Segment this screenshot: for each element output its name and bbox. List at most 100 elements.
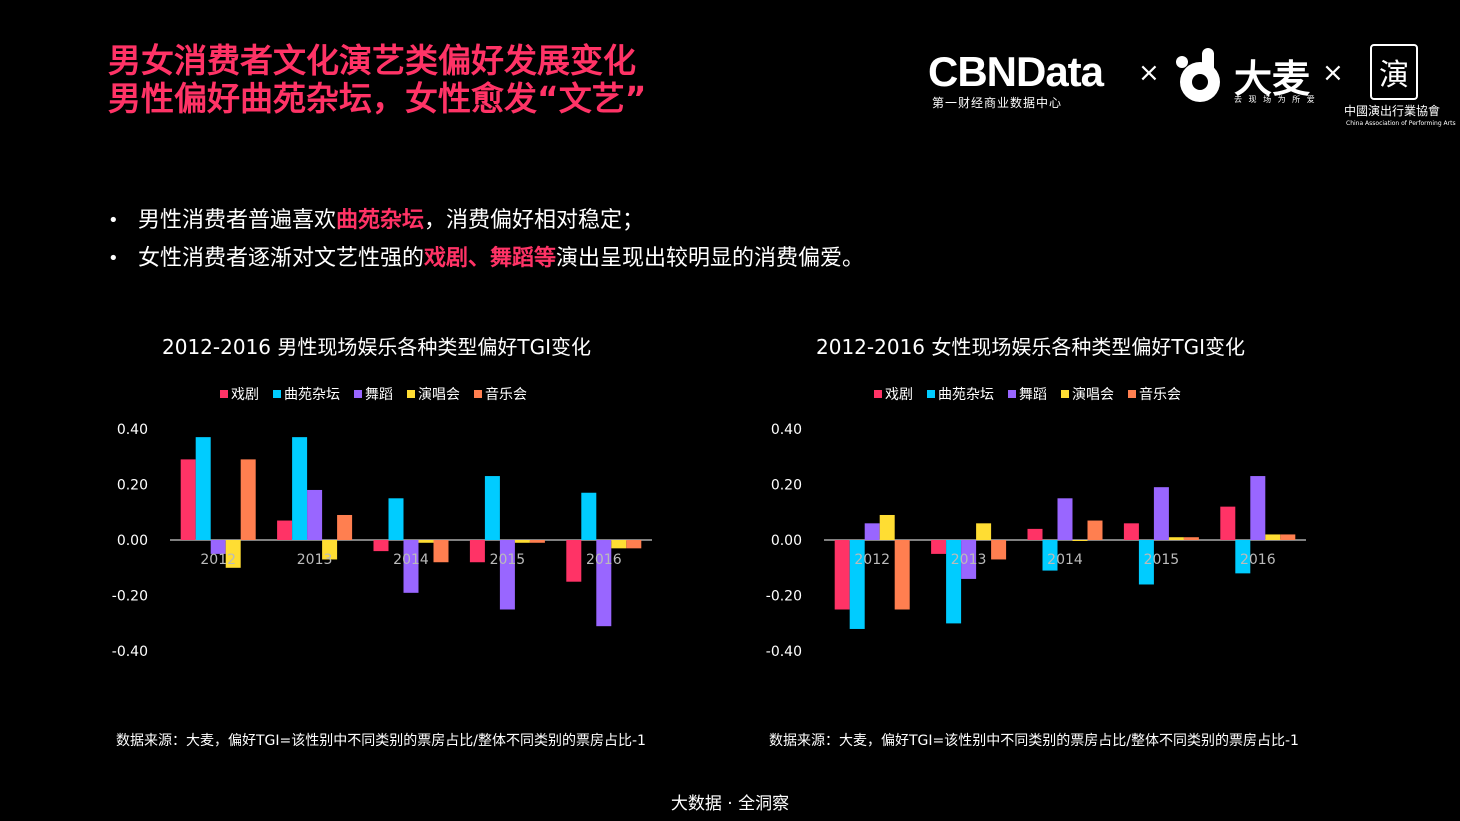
title-line-2: 男性偏好曲苑杂坛，女性愈发“文艺”: [108, 79, 647, 118]
y-tick-label: -0.40: [766, 644, 802, 660]
legend-item: 曲苑杂坛: [273, 384, 340, 404]
finding-text: 演出呈现出较明显的消费偏爱。: [556, 246, 865, 271]
female-chart-legend: 戏剧 曲苑杂坛 舞蹈 演唱会 音乐会: [874, 384, 1181, 404]
page-title: 男女消费者文化演艺类偏好发展变化 男性偏好曲苑杂坛，女性愈发“文艺”: [108, 42, 646, 118]
cbndata-logo: CBNData: [928, 48, 1104, 95]
y-tick-label: 0.20: [771, 477, 802, 493]
bar-演唱会: [1265, 534, 1281, 540]
bar-舞蹈: [499, 540, 515, 610]
legend-label: 曲苑杂坛: [938, 387, 994, 403]
female-chart-source: 数据来源：大麦，偏好TGI=该性别中不同类别的票房占比/整体不同类别的票房占比-…: [769, 733, 1299, 749]
bar-戏剧: [566, 540, 582, 582]
bar-演唱会: [418, 540, 434, 543]
legend-swatch: [874, 390, 882, 398]
bar-音乐会: [337, 514, 353, 540]
legend-swatch: [354, 390, 362, 398]
x-tick-label: 2012: [200, 552, 236, 568]
bar-曲苑杂坛: [849, 540, 865, 629]
bullet-icon: •: [108, 210, 119, 231]
male-tgi-chart: 0.40 0.20 0.00 -0.20 -0.40 2012 2013 2014 2015 20…: [112, 422, 652, 660]
legend-item: 戏剧: [874, 384, 913, 404]
bar-舞蹈: [403, 540, 419, 593]
legend-swatch: [407, 390, 415, 398]
y-tick-label: -0.20: [766, 589, 802, 605]
legend-label: 音乐会: [1139, 387, 1181, 403]
finding-highlight: 戏剧、舞蹈等: [424, 246, 557, 271]
bar-演唱会: [1168, 537, 1184, 540]
bar-曲苑杂坛: [195, 437, 211, 540]
bar-舞蹈: [596, 540, 612, 627]
legend-swatch: [1128, 390, 1136, 398]
y-tick-label: 0.40: [117, 422, 148, 438]
legend-item: 舞蹈: [354, 384, 393, 404]
female-chart-title: 2012-2016 女性现场娱乐各种类型偏好TGI变化: [816, 335, 1245, 359]
bar-曲苑杂坛: [1042, 540, 1058, 571]
y-tick-label: -0.40: [112, 644, 148, 660]
bar-演唱会: [976, 523, 992, 540]
bar-曲苑杂坛: [484, 476, 500, 540]
bar-曲苑杂坛: [581, 492, 597, 540]
bar-音乐会: [433, 540, 449, 563]
finding-item: • 男性消费者普遍喜欢 曲苑杂坛 ，消费偏好相对稳定；: [108, 202, 864, 240]
bar-舞蹈: [210, 540, 226, 554]
legend-label: 戏剧: [231, 387, 259, 403]
legend-swatch: [1061, 390, 1069, 398]
bar-曲苑杂坛: [1138, 540, 1154, 585]
legend-item: 舞蹈: [1008, 384, 1047, 404]
caa-seal-char: 演: [1379, 58, 1409, 93]
key-findings: • 男性消费者普遍喜欢 曲苑杂坛 ，消费偏好相对稳定； • 女性消费者逐渐对文艺性强…: [108, 202, 864, 278]
x-tick-label: 2014: [393, 552, 429, 568]
bar-演唱会: [225, 540, 241, 568]
bar-演唱会: [1072, 540, 1088, 541]
bar-戏剧: [1123, 523, 1139, 540]
bar-音乐会: [894, 540, 910, 610]
x-tick-label: 2014: [1047, 552, 1083, 568]
legend-swatch: [273, 390, 281, 398]
legend-label: 演唱会: [418, 387, 460, 403]
male-chart-title: 2012-2016 男性现场娱乐各种类型偏好TGI变化: [162, 335, 591, 359]
bar-曲苑杂坛: [292, 437, 308, 540]
male-chart-source: 数据来源：大麦，偏好TGI=该性别中不同类别的票房占比/整体不同类别的票房占比-…: [116, 733, 646, 749]
x-tick-label: 2015: [1144, 552, 1180, 568]
bar-舞蹈: [1153, 487, 1169, 540]
bar-舞蹈: [1250, 476, 1266, 540]
title-line-1: 男女消费者文化演艺类偏好发展变化: [108, 41, 636, 80]
damai-slogan: 去 现 场 为 所 爱: [1234, 95, 1317, 104]
bar-戏剧: [834, 540, 850, 610]
caa-english-name: China Association of Performing Arts: [1346, 120, 1456, 127]
bar-演唱会: [611, 540, 627, 549]
bar-戏剧: [1027, 528, 1043, 540]
legend-label: 舞蹈: [365, 387, 393, 403]
y-tick-label: 0.20: [117, 477, 148, 493]
bar-戏剧: [931, 540, 947, 554]
damai-logo-icon: [1176, 48, 1220, 102]
legend-label: 音乐会: [485, 387, 527, 403]
bar-戏剧: [1220, 506, 1236, 540]
legend-swatch: [220, 390, 228, 398]
legend-item: 演唱会: [407, 384, 460, 404]
y-tick-label: 0.40: [771, 422, 802, 438]
legend-label: 戏剧: [885, 387, 913, 403]
times-icon: ×: [1322, 58, 1344, 88]
x-tick-label: 2016: [586, 552, 622, 568]
x-tick-label: 2016: [1240, 552, 1276, 568]
legend-label: 舞蹈: [1019, 387, 1047, 403]
bar-曲苑杂坛: [1235, 540, 1251, 574]
damai-logo-text: 大麦: [1234, 57, 1311, 101]
bar-音乐会: [529, 540, 545, 543]
finding-text: ，消费偏好相对稳定；: [424, 208, 645, 233]
finding-item: • 女性消费者逐渐对文艺性强的 戏剧、舞蹈等 演出呈现出较明显的消费偏爱。: [108, 240, 864, 278]
bar-演唱会: [879, 514, 895, 540]
bar-音乐会: [1280, 534, 1296, 540]
finding-text: 女性消费者逐渐对文艺性强的: [138, 246, 425, 271]
y-tick-label: 0.00: [771, 533, 802, 549]
bar-戏剧: [469, 540, 485, 563]
legend-item: 音乐会: [1128, 384, 1181, 404]
legend-item: 音乐会: [474, 384, 527, 404]
bar-演唱会: [322, 540, 338, 560]
bar-音乐会: [240, 459, 256, 540]
legend-swatch: [1008, 390, 1016, 398]
bullet-icon: •: [108, 248, 119, 269]
bar-舞蹈: [961, 540, 977, 579]
bar-戏剧: [373, 540, 389, 552]
